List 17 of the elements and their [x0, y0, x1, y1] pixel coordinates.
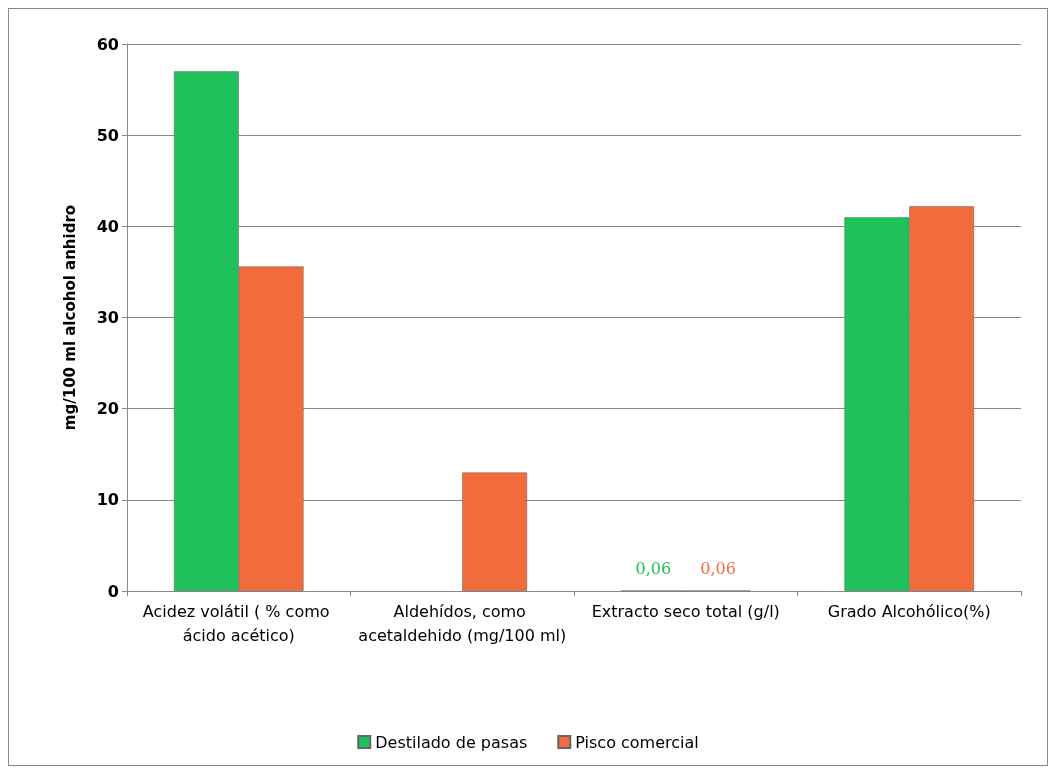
legend-label: Destilado de pasas: [375, 732, 528, 752]
y-tick-label: 10: [96, 490, 119, 510]
y-tick-label: 50: [96, 125, 119, 145]
x-tick-label: Extracto seco total (g/l): [591, 601, 780, 621]
legend-label: Pisco comercial: [575, 732, 699, 752]
y-tick-label: 60: [96, 34, 119, 54]
y-tick-label: 20: [96, 399, 119, 419]
x-tick-label: Acidez volátil ( % como ácido acético): [142, 601, 335, 645]
y-tick-label: 40: [96, 216, 119, 236]
x-tick-label: Grado Alcohólico(%): [827, 601, 991, 621]
y-tick-label: 30: [96, 308, 119, 327]
x-tick-label: Aldehídos, como acetaldehido (mg/100 ml): [358, 601, 567, 645]
bar: [462, 472, 528, 591]
data-label: 0,06: [635, 558, 672, 578]
y-axis-title: mg/100 ml alcohol anhidro: [60, 204, 79, 431]
data-label: 0,06: [700, 558, 736, 578]
y-tick-label: 0: [107, 581, 119, 601]
